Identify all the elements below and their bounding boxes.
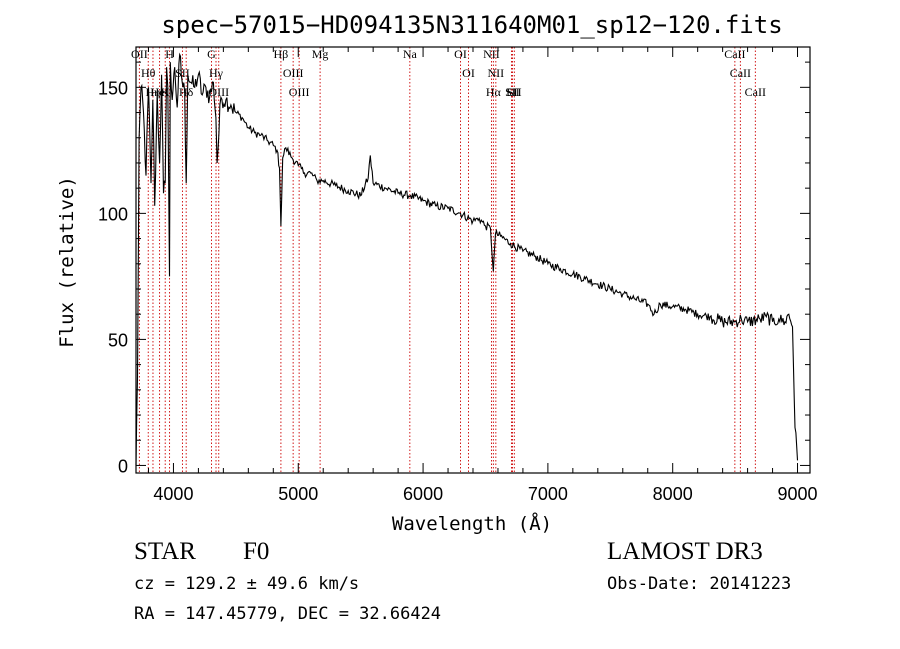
y-tick-label: 100 [98,204,128,224]
survey-name: LAMOST DR3 [607,538,763,565]
marker-label: OIII [283,66,304,80]
spectrum-line [135,52,799,466]
marker-label: NII [483,47,500,61]
marker-label: CaII [730,66,751,80]
marker-label: G [207,47,216,61]
object-subclass: F0 [243,538,270,565]
marker-label: CaII [745,85,766,99]
coordinates: RA = 147.45779, DEC = 32.66424 [134,604,442,624]
marker-label: Li [506,85,517,99]
marker-label: H [165,47,174,61]
marker-label: Hα [486,85,502,99]
x-tick-label: 8000 [653,484,693,504]
x-tick-label: 7000 [528,484,568,504]
marker-label: OI [454,47,467,61]
y-tick-label: 150 [98,78,128,98]
y-axis-label: Flux (relative) [56,176,78,348]
marker-label: CaII [724,47,745,61]
object-class: STAR [134,538,196,565]
chart-title: spec−57015−HD094135N311640M01_sp12−120.f… [161,11,782,39]
marker-label: NII [488,66,505,80]
plot-frame [135,46,811,474]
x-tick-label: 4000 [153,484,193,504]
marker-label: OIII [289,85,310,99]
y-tick-label: 0 [118,456,128,476]
x-axis-label: Wavelength (Å) [392,512,552,535]
marker-label: Na [403,47,418,61]
marker-label: Hδ [179,85,194,99]
x-tick-label: 5000 [278,484,318,504]
marker-label: K [161,85,170,99]
marker-label: SII [507,85,522,99]
marker-label: SII [505,85,520,99]
marker-label: Hθ [141,66,156,80]
x-tick-label: 6000 [403,484,443,504]
redshift-info: cz = 129.2 ± 49.6 km/s [134,574,360,594]
marker-label: HeI [151,85,169,99]
obs-date: Obs-Date: 20141223 [607,574,792,594]
marker-label: OI [462,66,475,80]
marker-label: OII [131,47,148,61]
marker-label: Hβ [274,47,289,61]
y-tick-label: 50 [108,330,128,350]
line-markers [138,47,756,473]
x-tick-label: 9000 [777,484,817,504]
marker-label: Hγ [209,66,224,80]
axis-ticks: 4000 5000 6000 7000 8000 9000 0 50 100 150 [98,47,818,504]
marker-label: Mg [312,47,329,61]
